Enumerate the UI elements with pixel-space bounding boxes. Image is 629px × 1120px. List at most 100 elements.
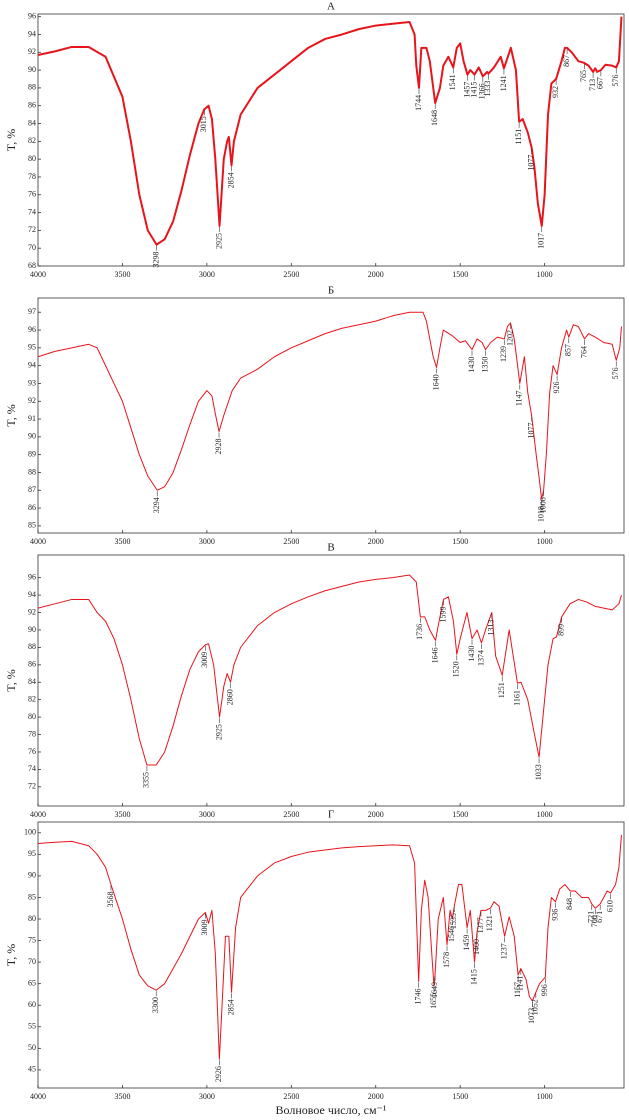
y-tick-label: 68 [28,261,36,270]
x-tick-label: 2000 [368,1092,384,1101]
y-tick-label: 82 [28,695,36,704]
peak-label: 1459 [462,935,471,951]
y-tick-label: 85 [28,521,36,530]
spectrum-line [37,834,622,1060]
peak-label: 576 [611,74,620,86]
spectrum-line [37,311,622,500]
y-tick-label: 50 [28,1043,36,1052]
y-tick-label: 89 [28,449,36,458]
x-tick-label: 1500 [452,810,468,819]
peak-label: 1640 [431,374,440,390]
y-tick-label: 96 [28,11,36,20]
peak-label: 1151 [514,129,523,145]
peak-label: 2928 [214,439,223,455]
peak-label: 1237 [499,943,508,959]
peak-label: 3298 [151,252,160,268]
peak-label: 1161 [512,690,521,706]
peak-label: 1033 [534,764,543,780]
peak-label: 1366 [478,83,487,99]
spectrum-line [37,574,622,766]
y-tick-label: 76 [28,747,36,756]
x-tick-label: 3500 [114,537,130,546]
peak-label: 2925 [214,233,223,249]
x-tick-label: 2500 [283,810,299,819]
y-tick-label: 90 [28,65,36,74]
x-tick-label: 4000 [30,810,46,819]
y-tick-label: 45 [28,1065,36,1074]
peak-label: 1141 [516,976,525,992]
peak-label: 1746 [413,989,422,1005]
peak-label: 2926 [214,1066,223,1082]
peak-label: 899 [557,624,566,636]
y-tick-label: 94 [28,590,36,599]
x-tick-label: 1500 [452,537,468,546]
y-tick-label: 82 [28,136,36,145]
y-tick-label: 87 [28,485,36,494]
panel-title: В [327,542,334,554]
y-tick-label: 86 [28,503,36,512]
x-tick-label: 3000 [199,537,215,546]
y-axis-label: T, % [4,129,18,151]
y-tick-label: 72 [28,225,36,234]
peak-label: 764 [579,346,588,358]
peak-label: 1251 [497,682,506,698]
peak-label: 3294 [152,497,161,513]
peak-label: 1073 [527,1008,536,1024]
peak-label: 1377 [476,917,485,933]
peak-label: 1350 [480,357,489,373]
y-tick-label: 88 [28,642,36,651]
y-tick-label: 91 [28,414,36,423]
peak-label: 1202 [505,330,514,346]
y-tick-label: 100 [24,828,36,837]
peak-label: 1430 [467,357,476,373]
peak-label: 1147 [515,390,524,406]
peak-label: 1430 [467,646,476,662]
y-tick-label: 88 [28,467,36,476]
x-tick-label: 3500 [114,810,130,819]
x-tick-label: 4000 [30,537,46,546]
plot-frame [37,297,625,534]
x-tick-label: 2000 [368,537,384,546]
peak-label: 1457 [462,82,471,98]
y-tick-label: 94 [28,360,36,369]
peak-label: 713 [588,79,597,91]
x-tick-label: 1500 [452,1092,468,1101]
peak-label: 2860 [225,689,234,705]
peak-label: 3009 [200,652,209,668]
x-tick-label: 2500 [283,537,299,546]
y-tick-label: 86 [28,660,36,669]
y-tick-label: 92 [28,607,36,616]
peak-label: 1541 [448,74,457,90]
y-tick-label: 65 [28,978,36,987]
y-tick-label: 74 [28,207,36,216]
peak-label: 700 [590,915,599,927]
peak-label: 1006 [538,497,547,513]
peak-label: 1415 [469,82,478,98]
y-tick-label: 60 [28,1000,36,1009]
peak-label: 765 [579,70,588,82]
peak-label: 3568 [106,892,115,908]
peak-label: 857 [564,344,573,356]
peak-label: 1313 [487,620,496,636]
panel-title: Б [328,285,334,297]
peak-label: 1736 [415,624,424,640]
x-tick-label: 1500 [452,270,468,279]
y-tick-label: 92 [28,47,36,56]
plot-frame [37,13,625,267]
y-tick-label: 90 [28,871,36,880]
y-tick-label: 72 [28,782,36,791]
x-tick-label: 2500 [283,270,299,279]
y-tick-label: 70 [28,243,36,252]
spectrum-line [37,16,623,246]
y-tick-label: 74 [28,764,36,773]
y-tick-label: 92 [28,396,36,405]
peak-label: 1018 [536,506,545,522]
y-tick-label: 95 [28,849,36,858]
y-tick-label: 75 [28,935,36,944]
x-tick-label: 3000 [199,270,215,279]
peak-label: 1239 [499,346,508,362]
y-tick-label: 94 [28,29,36,38]
y-tick-label: 78 [28,729,36,738]
y-tick-label: 95 [28,343,36,352]
